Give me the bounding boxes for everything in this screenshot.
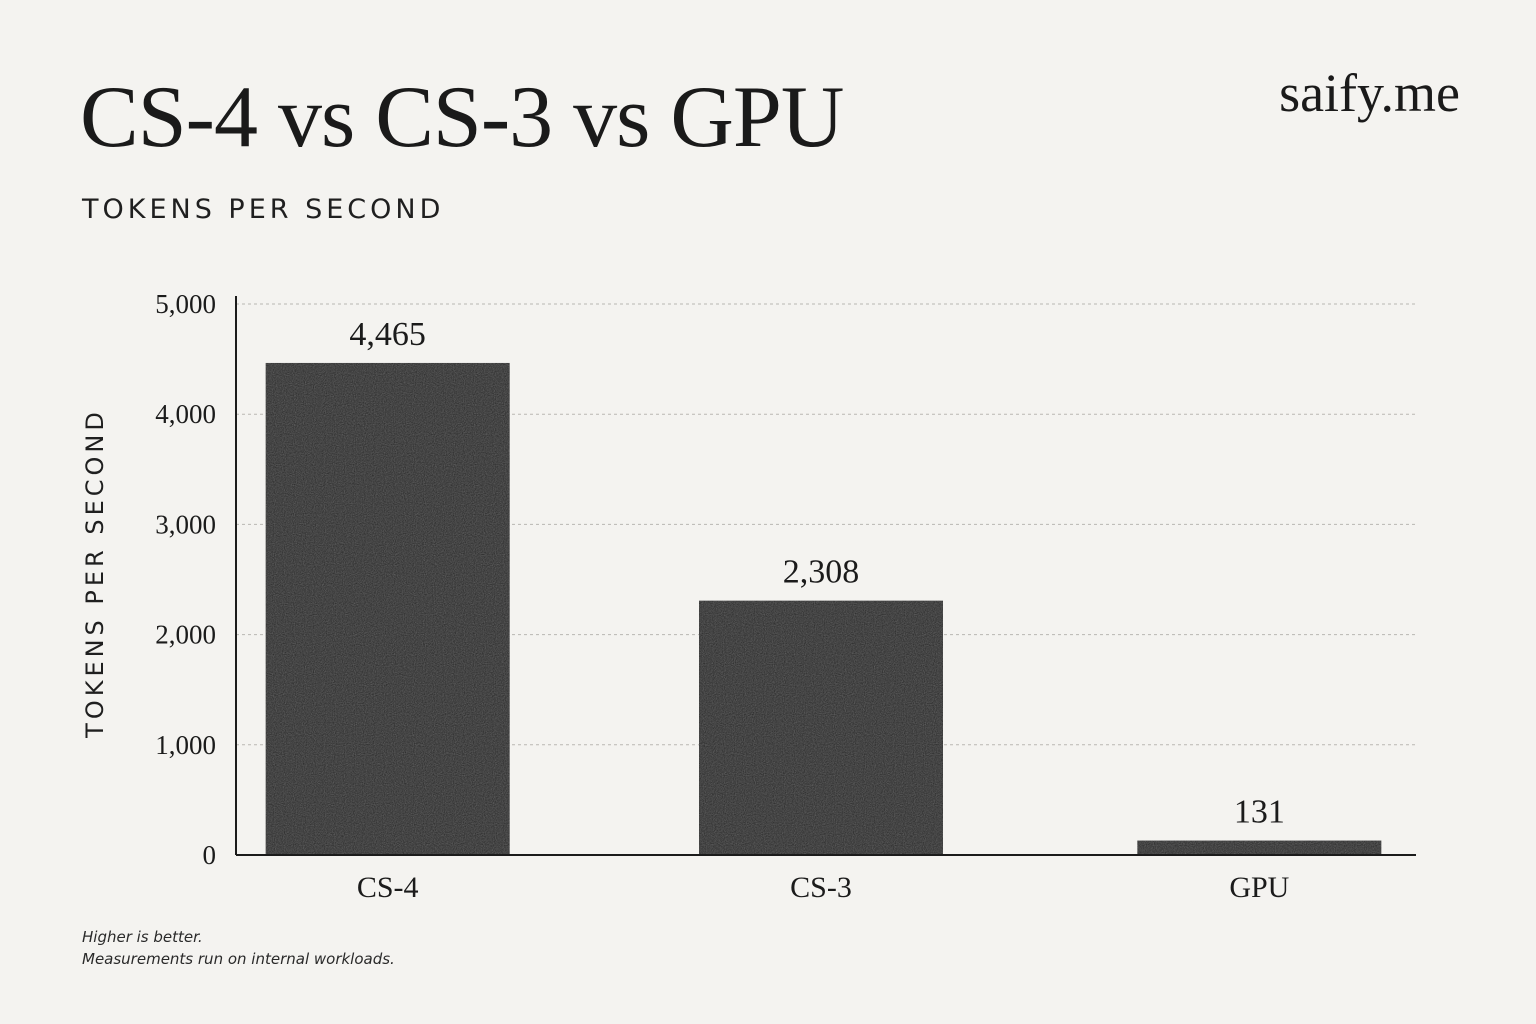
y-tick-label: 0 — [203, 840, 217, 870]
y-tick-label: 2,000 — [155, 620, 216, 650]
x-category-label: GPU — [1229, 871, 1289, 904]
bar-value-label: 2,308 — [783, 554, 860, 591]
y-tick-label: 4,000 — [155, 399, 216, 429]
y-tick-label: 5,000 — [155, 289, 216, 319]
bar-cs-4 — [265, 362, 510, 855]
footnote-line: Measurements run on internal workloads. — [82, 950, 395, 968]
y-tick-label: 3,000 — [155, 509, 216, 539]
bars — [265, 362, 1382, 855]
labels: 0 1,000 2,000 3,000 4,000 5,000 4,465 CS-4 2,308… — [155, 289, 1289, 904]
y-tick-label: 1,000 — [155, 730, 216, 760]
y-axis-label: TOKENS PER SECOND — [81, 408, 109, 739]
chart-title: CS-4 vs CS-3 vs GPU — [80, 69, 844, 166]
axes — [235, 296, 1416, 856]
x-category-label: CS-3 — [790, 871, 852, 904]
x-category-label: CS-4 — [357, 871, 419, 904]
bar-gpu — [1137, 840, 1382, 855]
bar-value-label: 131 — [1234, 794, 1285, 831]
footnote-line: Higher is better. — [82, 928, 203, 946]
chart-subtitle: TOKENS PER SECOND — [82, 194, 445, 225]
bar-value-label: 4,465 — [349, 316, 426, 353]
brand-logo: saify.me — [1279, 63, 1460, 123]
bar-cs-3 — [699, 600, 943, 855]
footnotes: Higher is better. Measurements run on in… — [82, 926, 395, 970]
